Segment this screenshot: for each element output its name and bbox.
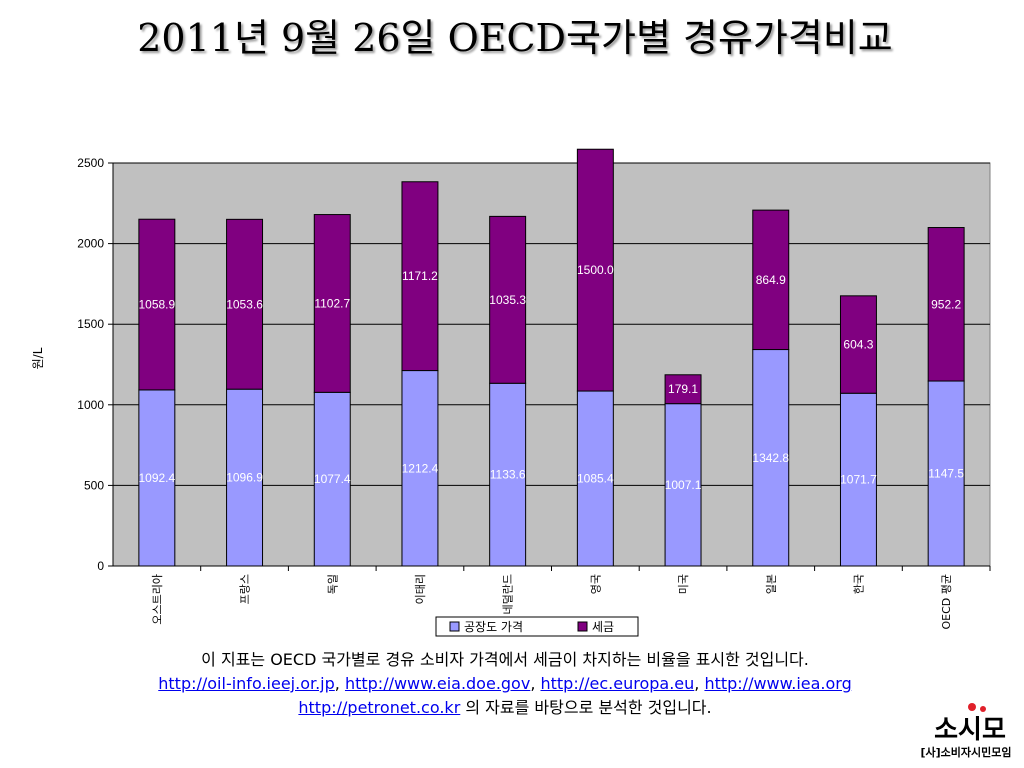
bar-tax [752,209,790,351]
slide-title: 2011년 9월 26일 OECD국가별 경유가격비교 [137,16,893,60]
bar-factory-price [226,388,264,567]
bar-tax [226,218,264,390]
x-category-label: 프랑스 [239,574,252,604]
bar-tax [664,374,702,405]
data-label: 1133.6 [490,468,526,482]
sosimo-logo-icon: 소시모 [934,703,1006,742]
legend-label: 세금 [592,620,614,634]
data-label: 1342.8 [752,451,789,465]
y-tick-label: 1500 [77,317,104,331]
data-label: 179.1 [668,382,698,396]
bar-factory-price [927,380,965,567]
bar-tax [489,215,527,384]
description-line-3: http://petronet.co.kr 의 자료를 바탕으로 분석한 것입니… [60,696,950,720]
x-category-label: 미국 [677,574,690,594]
y-tick-label: 2500 [77,156,104,170]
source-link-iea[interactable]: http://www.iea.org [704,674,852,693]
description: 이 지표는 OECD 국가별로 경유 소비자 가격에서 세금이 차지하는 비율을… [60,648,950,720]
data-label: 864.9 [756,273,786,287]
data-label: 1007.1 [665,478,702,492]
data-label: 1171.2 [402,269,438,283]
x-category-label: 일본 [764,574,778,594]
data-label: 1058.9 [138,298,175,312]
bar-factory-price [401,370,439,567]
source-link-petronet[interactable]: http://petronet.co.kr [298,698,461,717]
y-tick-label: 1000 [77,398,104,412]
data-label: 952.2 [931,297,961,311]
data-label: 1212.4 [402,461,439,475]
bar-factory-price [576,390,614,567]
x-category-label: 영국 [589,574,602,594]
y-tick-label: 0 [97,559,104,573]
description-line-1: 이 지표는 OECD 국가별로 경유 소비자 가격에서 세금이 차지하는 비율을… [201,650,809,669]
data-label: 1071.7 [840,473,877,487]
x-category-label: 네덜란드 [502,574,515,614]
bar-tax [839,295,877,394]
data-label: 1085.4 [577,472,614,486]
data-label: 604.3 [843,338,873,352]
organization-logo: 소시모 [사]소비자시민모임 [912,702,1020,764]
logo-caption: [사]소비자시민모임 [920,746,1012,759]
legend-swatch [577,621,588,632]
source-link-ieej[interactable]: http://oil-info.ieej.or.jp [158,674,335,693]
bar-tax [313,214,351,393]
bar-factory-price [839,392,877,567]
data-label: 1053.6 [226,297,263,311]
bar-tax [927,227,965,382]
description-suffix: 의 자료를 바탕으로 분석한 것입니다. [460,698,712,717]
legend-swatch [449,621,460,632]
bar-factory-price [489,382,527,567]
data-label: 1102.7 [314,296,350,310]
data-label: 1147.5 [928,467,964,481]
x-category-label: 독일 [325,574,339,594]
bar-tax [138,218,176,391]
source-link-europa[interactable]: http://ec.europa.eu [540,674,695,693]
link-separator: , [530,674,541,693]
svg-text:소시모: 소시모 [934,715,1006,742]
source-links-line: http://oil-info.ieej.or.jp, http://www.e… [60,672,950,696]
bar-tax [576,148,614,392]
link-separator: , [334,674,345,693]
source-link-eia[interactable]: http://www.eia.doe.gov [344,674,531,693]
stacked-bar-chart: 1092.4 1058.9 1096.9 1053.6 1077.4 1102.7 1212… [31,148,991,637]
link-separator: , [694,674,705,693]
x-category-label: OECD 평균 [940,574,953,630]
data-label: 1096.9 [226,471,263,485]
data-label: 1092.4 [138,471,175,485]
legend-label: 공장도 가격 [464,620,523,634]
x-category-label: 이태리 [414,574,427,604]
data-label: 1035.3 [489,293,526,307]
data-label: 1500.0 [577,263,614,277]
bar-tax [401,181,439,372]
y-tick-label: 2000 [77,237,104,251]
x-category-label: 한국 [852,574,865,594]
x-category-label: 오스트리아 [151,574,164,625]
data-label: 1077.4 [314,472,351,486]
y-tick-label: 500 [84,478,104,492]
y-axis-title: 원/L [31,347,45,369]
